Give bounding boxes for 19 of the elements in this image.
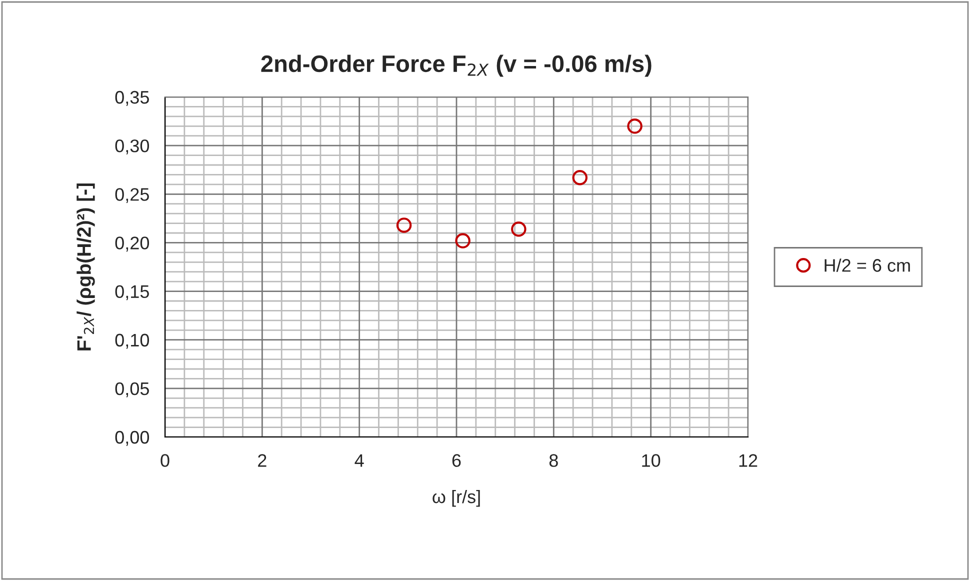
y-tick-label: 0,10 xyxy=(115,334,150,349)
x-tick-label: 4 xyxy=(354,454,364,467)
y-tick-label: 0,25 xyxy=(115,188,149,203)
x-tick-label: 8 xyxy=(549,454,558,467)
y-tick-label: 0,00 xyxy=(115,430,150,446)
legend-label: H/2 = 6 cm xyxy=(824,258,910,272)
y-tick-label: 0,15 xyxy=(115,285,149,300)
y-tick-label: 0,20 xyxy=(115,236,150,252)
x-tick-label: 0 xyxy=(160,454,170,467)
x-axis-title: ω [r/s] xyxy=(432,490,480,507)
x-tick-label: 12 xyxy=(739,454,758,467)
x-tick-label: 10 xyxy=(642,454,660,467)
y-tick-label: 0,35 xyxy=(115,90,149,106)
y-tick-label: 0,05 xyxy=(115,382,149,398)
x-tick-label: 6 xyxy=(452,454,461,467)
x-tick-label: 2 xyxy=(258,454,266,467)
y-tick-label: 0,30 xyxy=(115,140,150,154)
y-axis-title: F'$_{2X}$/ (ρgb(H/2)²) [-] xyxy=(76,184,95,350)
chart-title: 2nd-Order Force F$_{2X}$ (v = -0.06 m/s) xyxy=(261,54,652,77)
